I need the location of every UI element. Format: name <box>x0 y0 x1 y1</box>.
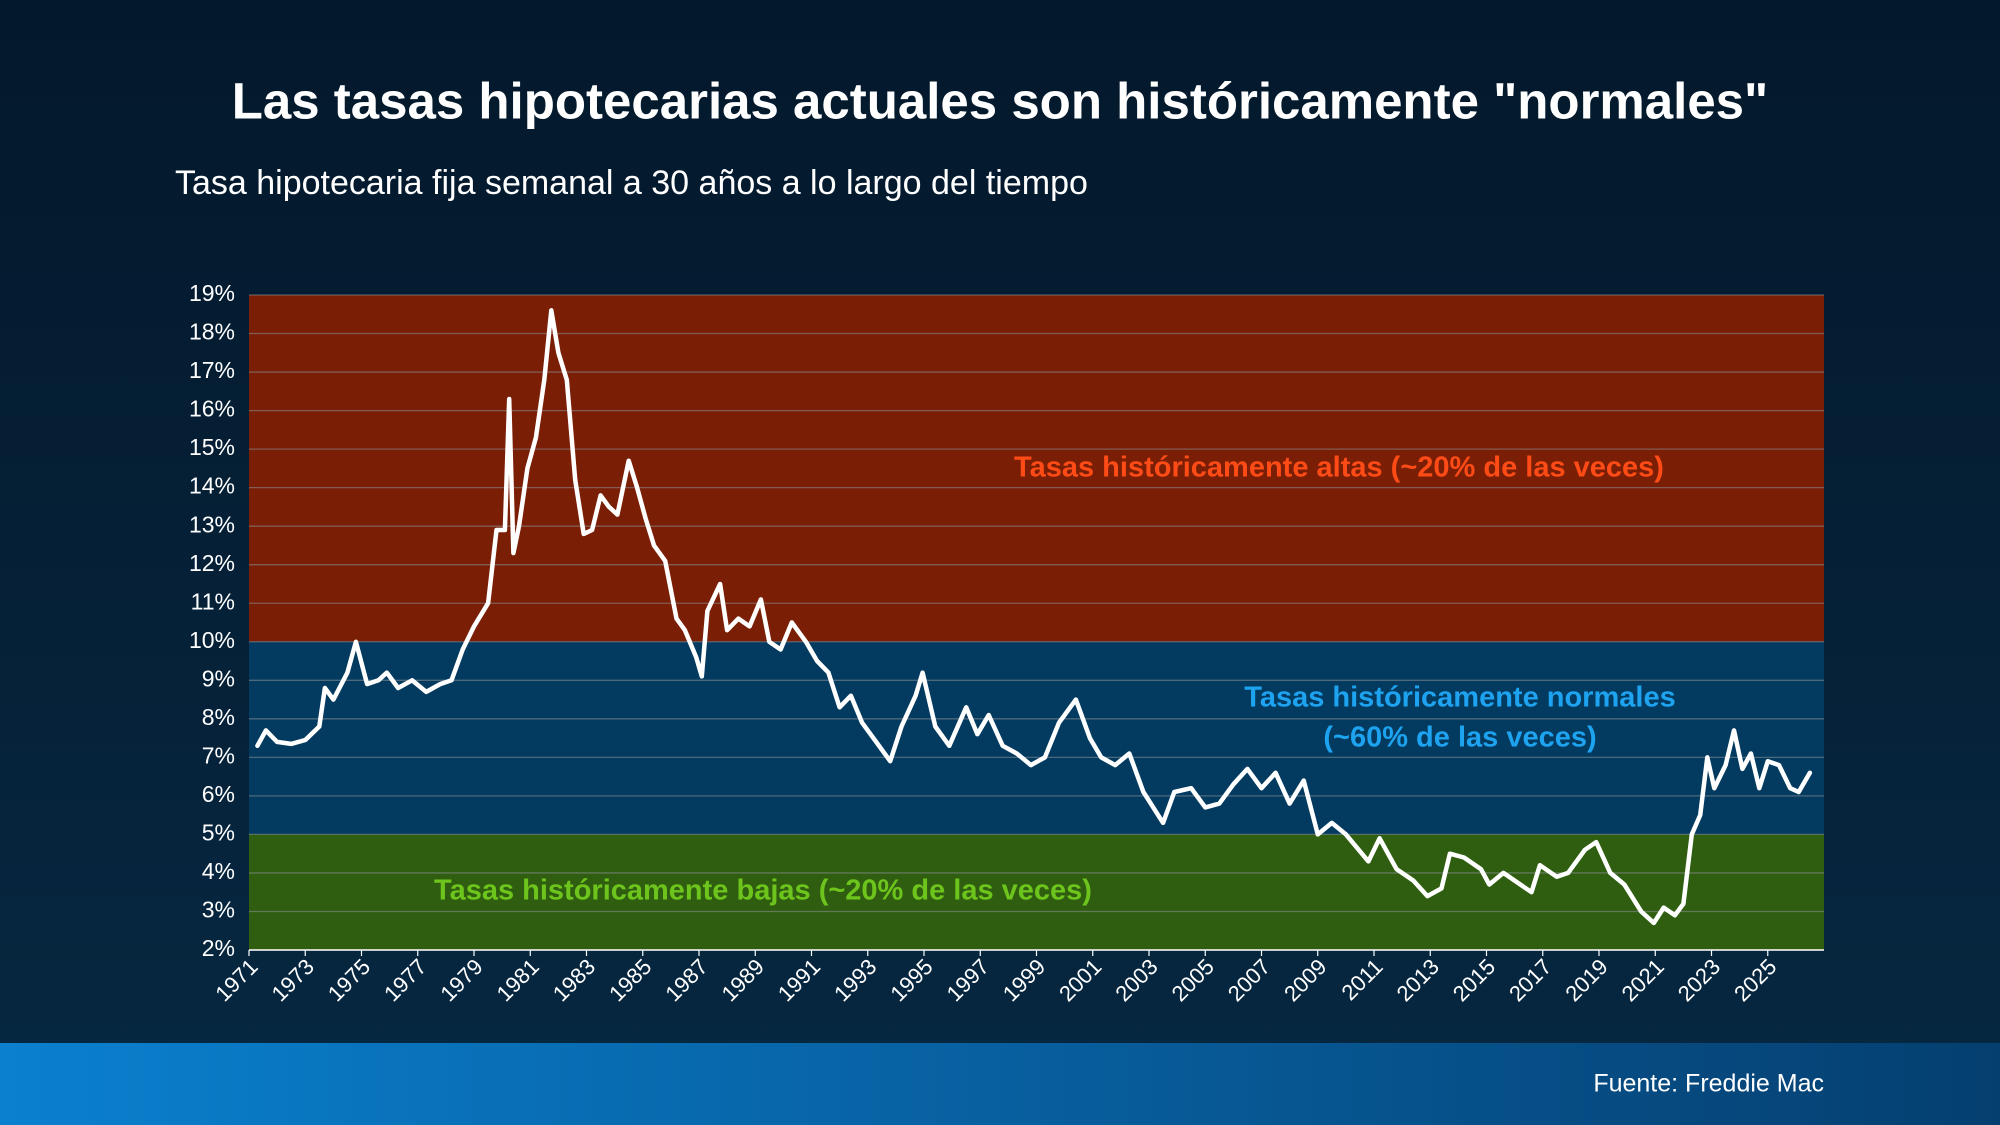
y-tick-label: 17% <box>189 357 235 383</box>
rate-line <box>255 308 1813 926</box>
y-tick-label: 7% <box>202 742 235 768</box>
y-tick-label: 19% <box>189 280 235 306</box>
band-label: (~60% de las veces) <box>1323 722 1596 754</box>
y-tick-label: 14% <box>189 473 235 499</box>
band <box>249 834 1824 950</box>
footer-bar <box>0 1043 2000 1125</box>
y-tick-label: 13% <box>189 511 235 537</box>
y-tick-label: 12% <box>189 550 235 576</box>
y-tick-label: 11% <box>191 588 235 614</box>
y-tick-label: 4% <box>202 858 235 884</box>
source: Fuente: Freddie Mac <box>1593 1070 1824 1098</box>
y-tick-label: 2% <box>202 935 235 961</box>
y-tick-label: 3% <box>202 897 235 923</box>
y-tick-label: 6% <box>202 781 235 807</box>
band-label: Tasas históricamente bajas (~20% de las … <box>434 875 1092 907</box>
y-tick-label: 5% <box>202 819 235 845</box>
band-label: Tasas históricamente altas (~20% de las … <box>1014 452 1664 484</box>
y-tick-label: 9% <box>202 665 235 691</box>
chart-title: Las tasas hipotecarias actuales son hist… <box>232 72 1768 129</box>
band-label: Tasas históricamente normales <box>1244 682 1675 714</box>
band <box>249 641 1824 835</box>
y-tick-label: 15% <box>189 434 235 460</box>
y-tick-label: 10% <box>189 627 235 653</box>
y-tick-label: 16% <box>189 396 235 422</box>
y-tick-label: 18% <box>189 319 235 345</box>
chart-subtitle: Tasa hipotecaria fija semanal a 30 años … <box>175 164 1088 202</box>
y-tick-label: 8% <box>202 704 235 730</box>
